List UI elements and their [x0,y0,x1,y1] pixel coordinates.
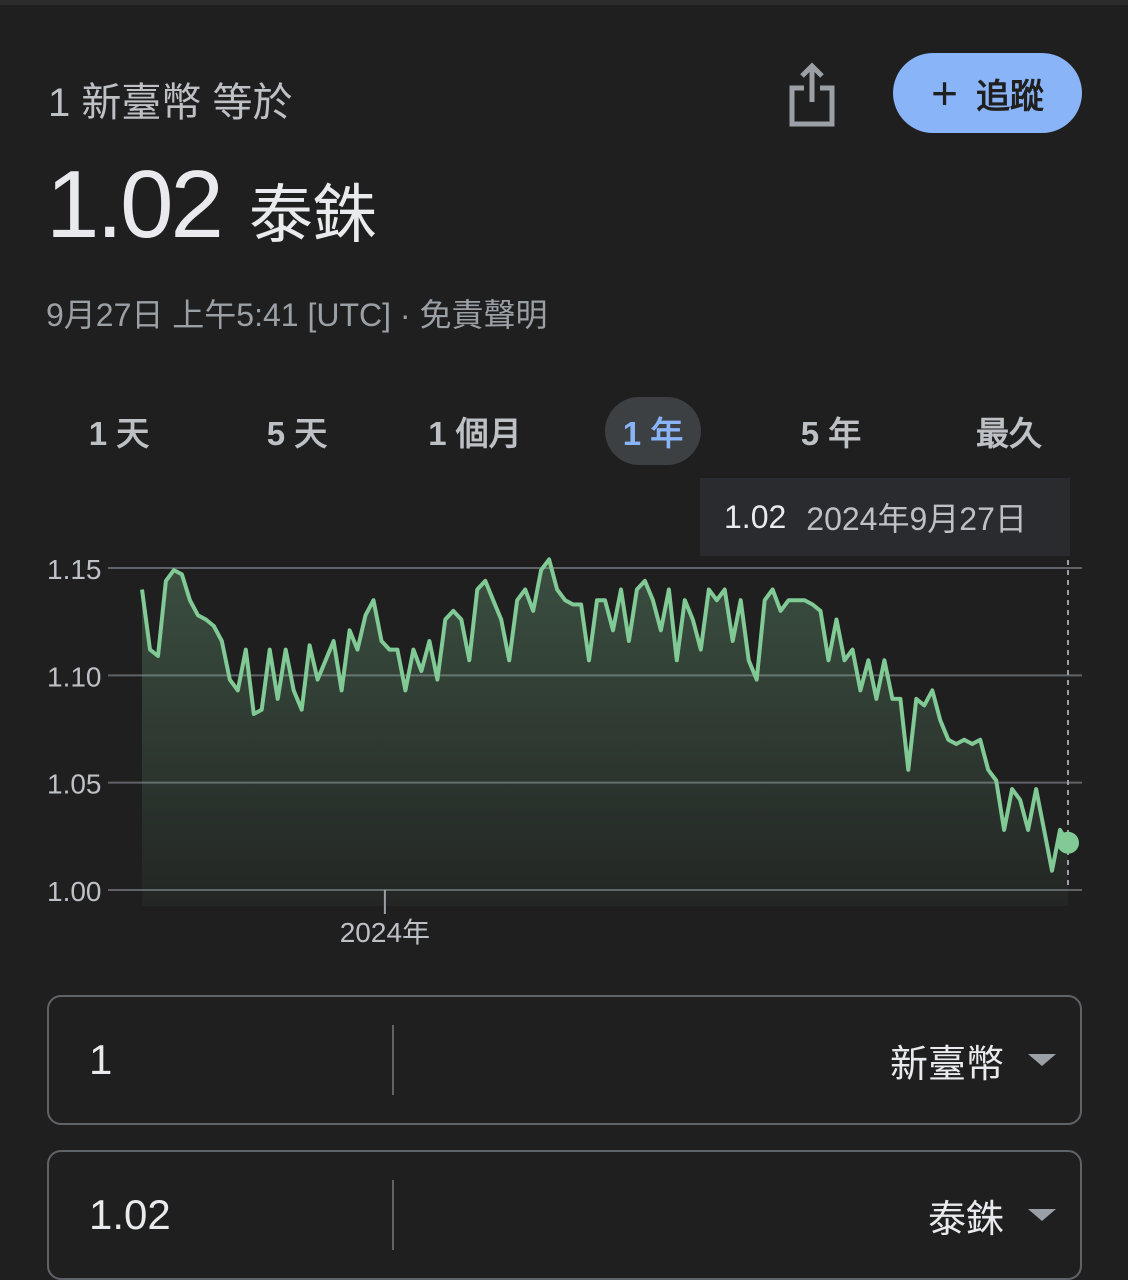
top-divider [0,0,1128,5]
field-divider [392,1025,394,1095]
chart-area-fill [142,559,1068,906]
x-tick-label: 2024年 [340,917,430,948]
from-currency-row: 1 新臺幣 [47,995,1082,1125]
tab-5-years[interactable]: 5 年 [800,415,862,452]
y-tick-label: 1.00 [47,876,102,907]
from-amount-input[interactable]: 1 [89,1036,113,1083]
to-currency-select[interactable]: 泰銖 [928,1152,1056,1278]
tooltip-value: 1.02 [724,498,787,535]
current-point-marker [1057,831,1079,854]
tab-1-year[interactable]: 1 年 [605,397,701,465]
track-label: 追蹤 [975,77,1044,116]
track-button[interactable]: + 追蹤 [893,53,1082,133]
conversion-subtitle: 1 新臺幣 等於 [48,81,293,125]
to-currency-label: 泰銖 [927,1198,1004,1241]
tooltip-date: 2024年9月27日 [806,501,1027,537]
y-tick-label: 1.10 [47,661,102,692]
tab-5-days[interactable]: 5 天 [266,415,328,452]
to-amount-input[interactable]: 1.02 [89,1191,171,1238]
rate-currency: 泰銖 [248,179,377,251]
tab-1-day[interactable]: 1 天 [88,415,150,452]
share-icon[interactable] [786,62,838,128]
chart-tooltip: 1.02 2024年9月27日 [700,478,1070,556]
rate-chart[interactable]: 1.00 1.05 1.10 1.15 2024年 [0,540,1128,960]
timestamp-disclaimer[interactable]: 9月27日 上午5:41 [UTC] · 免責聲明 [46,297,548,333]
from-currency-label: 新臺幣 [889,1043,1004,1086]
to-currency-row: 1.02 泰銖 [47,1150,1082,1280]
y-tick-label: 1.15 [47,554,102,585]
rate-value: 1.02 [46,151,224,258]
converted-value: 1.02 泰銖 [46,150,377,260]
from-currency-select[interactable]: 新臺幣 [890,997,1056,1123]
field-divider [392,1180,394,1250]
tab-1-month[interactable]: 1 個月 [428,415,522,452]
plus-icon: + [931,67,958,119]
range-tabs: 1 天 5 天 1 個月 1 年 5 年 最久 [30,397,1098,465]
dropdown-arrow-icon [1028,1209,1056,1221]
dropdown-arrow-icon [1028,1054,1056,1066]
y-tick-label: 1.05 [47,769,102,800]
chart-line [140,557,1070,873]
tab-max[interactable]: 最久 [976,415,1042,452]
